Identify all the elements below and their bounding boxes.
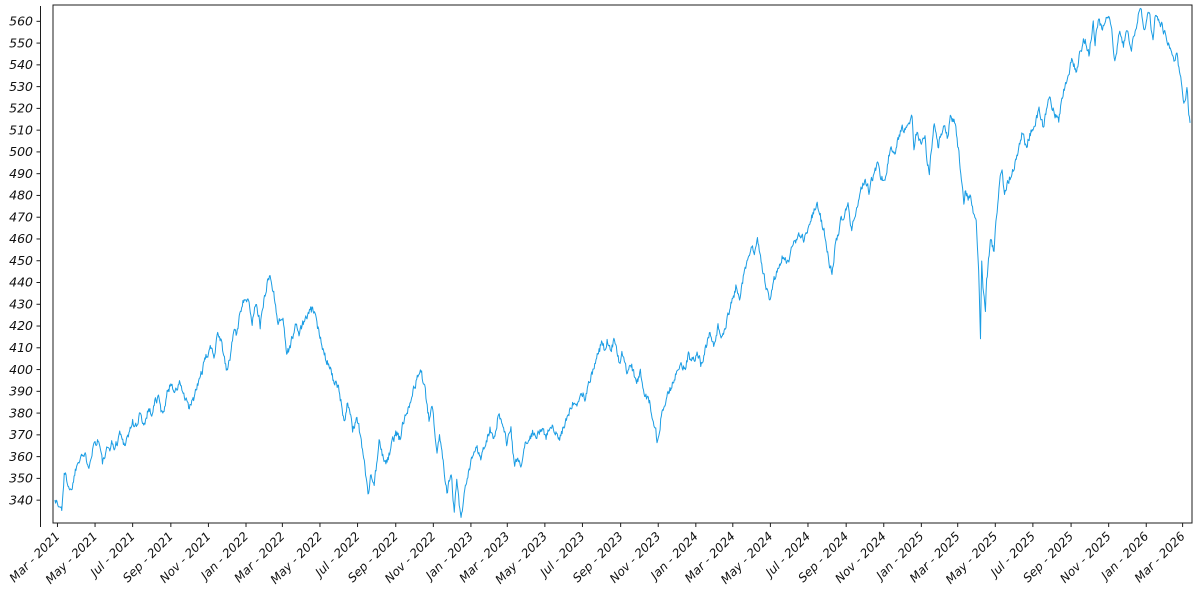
svg-text:410: 410 (9, 340, 33, 355)
svg-text:490: 490 (9, 166, 33, 181)
svg-text:560: 560 (9, 14, 33, 29)
plot-frame (40, 4, 1193, 527)
svg-text:500: 500 (9, 144, 33, 159)
svg-text:390: 390 (9, 384, 33, 399)
svg-text:440: 440 (9, 275, 33, 290)
svg-text:470: 470 (9, 209, 33, 224)
svg-text:520: 520 (9, 101, 33, 116)
svg-text:550: 550 (9, 35, 33, 50)
price-line (54, 7, 1191, 518)
svg-text:510: 510 (9, 122, 33, 137)
svg-text:460: 460 (9, 231, 33, 246)
svg-text:340: 340 (9, 492, 33, 507)
svg-text:350: 350 (9, 471, 33, 486)
svg-text:420: 420 (9, 318, 33, 333)
svg-text:530: 530 (9, 79, 33, 94)
svg-text:480: 480 (9, 188, 33, 203)
svg-text:450: 450 (9, 253, 33, 268)
svg-text:540: 540 (9, 57, 33, 72)
svg-text:380: 380 (9, 405, 33, 420)
svg-text:400: 400 (9, 362, 33, 377)
svg-text:430: 430 (9, 296, 33, 311)
y-axis: 340 350 360 370 380 390 400 410 420 430 440 450 460 4… (9, 14, 41, 507)
svg-text:370: 370 (9, 427, 33, 442)
svg-text:360: 360 (9, 449, 33, 464)
